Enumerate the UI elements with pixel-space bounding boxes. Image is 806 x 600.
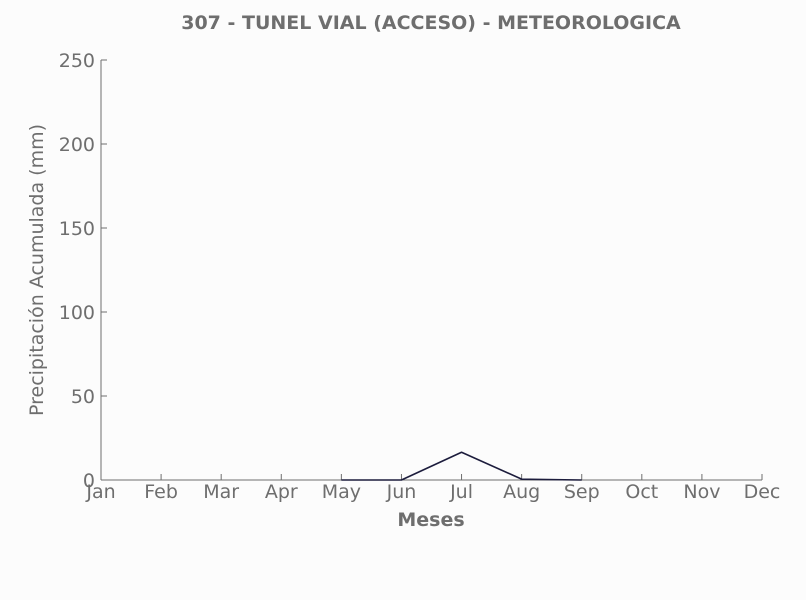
y-tick-label: 200	[59, 134, 95, 156]
x-tick-label: Apr	[265, 481, 298, 503]
chart-title: 307 - TUNEL VIAL (ACCESO) - METEOROLOGIC…	[181, 12, 681, 34]
x-tick-label: Jul	[449, 481, 473, 503]
x-tick-label: Mar	[203, 481, 239, 503]
x-tick-label: Oct	[625, 481, 658, 503]
x-tick-label: Jan	[85, 481, 115, 503]
x-axis-label: Meses	[397, 509, 464, 531]
y-tick-label: 250	[59, 50, 95, 72]
x-tick-label: Nov	[683, 481, 720, 503]
x-tick-label: Aug	[503, 481, 540, 503]
x-tick-label: Feb	[144, 481, 178, 503]
y-tick-label: 150	[59, 218, 95, 240]
x-tick-label: Dec	[744, 481, 781, 503]
y-axis-label: Precipitación Acumulada (mm)	[26, 124, 48, 416]
x-tick-label: Jun	[386, 481, 417, 503]
y-tick-label: 0	[83, 470, 95, 492]
plot-area: 0 50 100 150 200 250 Jan Feb Mar Apr May Jun Jul Aug S…	[59, 50, 781, 503]
y-tick-label: 100	[59, 302, 95, 324]
x-tick-label: May	[322, 481, 361, 503]
series-line	[341, 451, 582, 481]
y-tick-label: 50	[71, 386, 95, 408]
x-tick-label: Sep	[564, 481, 600, 503]
